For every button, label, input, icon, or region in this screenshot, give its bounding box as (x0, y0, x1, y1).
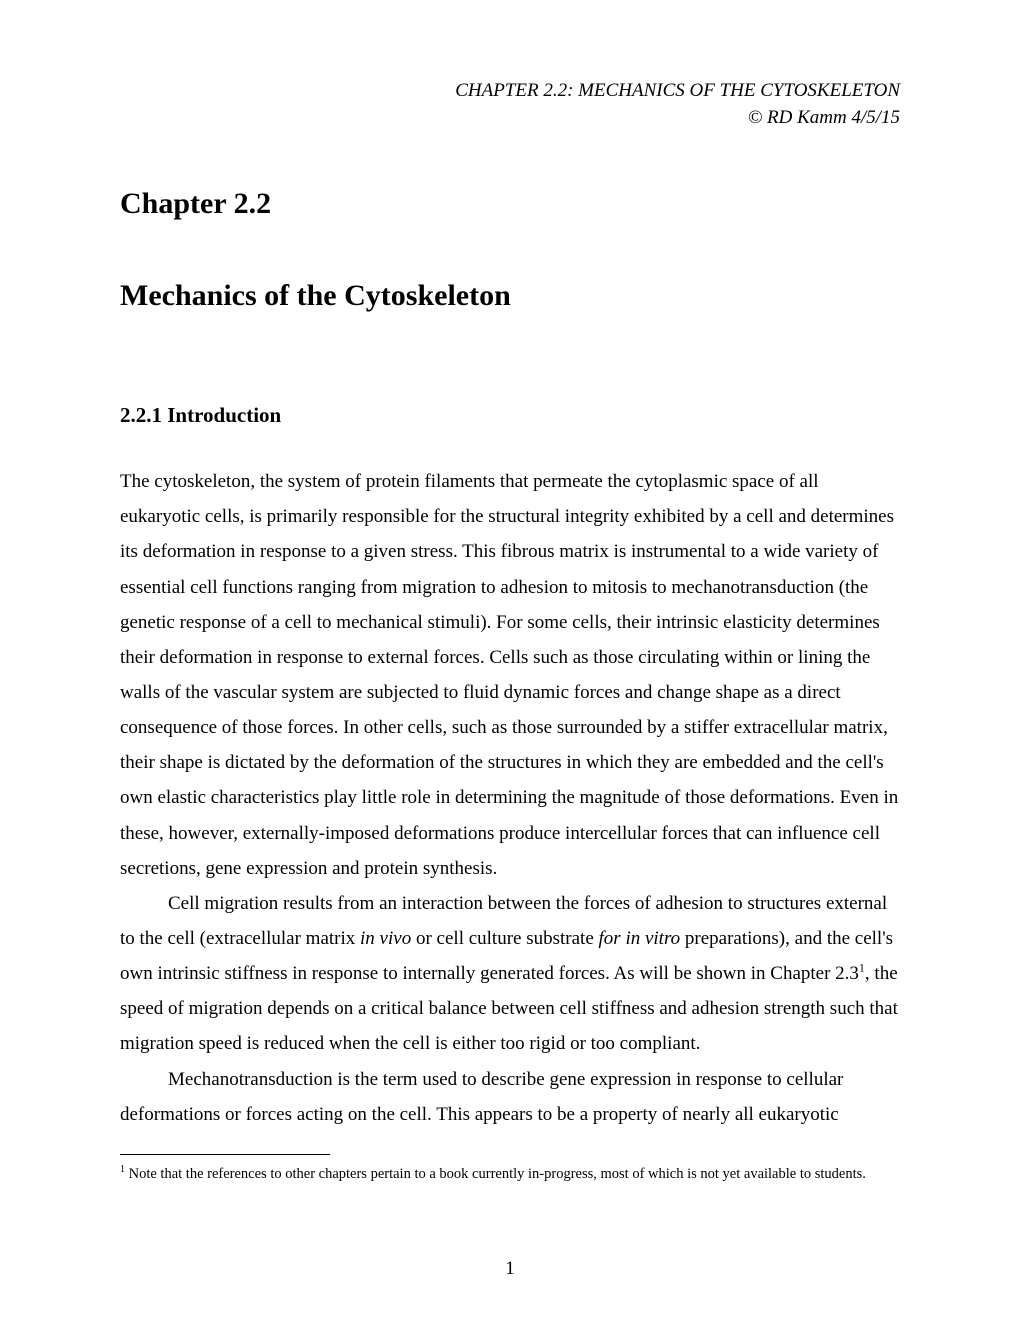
paragraph-3: Mechanotransduction is the term used to … (120, 1062, 900, 1132)
section-heading: 2.2.1 Introduction (120, 403, 900, 428)
header-title: CHAPTER 2.2: MECHANICS OF THE CYTOSKELET… (120, 78, 900, 105)
footnote-rule (120, 1154, 330, 1155)
chapter-number: Chapter 2.2 (120, 187, 900, 221)
running-header: CHAPTER 2.2: MECHANICS OF THE CYTOSKELET… (120, 78, 900, 131)
footnote-text: Note that the references to other chapte… (125, 1166, 866, 1182)
p2-italic-1: in vivo (360, 928, 411, 949)
paragraph-1: The cytoskeleton, the system of protein … (120, 464, 900, 886)
p2-italic-2: for in vitro (599, 928, 681, 949)
body-text: The cytoskeleton, the system of protein … (120, 464, 900, 1132)
page-number: 1 (0, 1258, 1020, 1280)
header-copyright: © RD Kamm 4/5/15 (120, 105, 900, 132)
paragraph-2: Cell migration results from an interacti… (120, 886, 900, 1062)
chapter-title: Mechanics of the Cytoskeleton (120, 279, 900, 313)
footnote: 1 Note that the references to other chap… (120, 1163, 900, 1184)
p2-text-2: or cell culture substrate (411, 928, 598, 949)
